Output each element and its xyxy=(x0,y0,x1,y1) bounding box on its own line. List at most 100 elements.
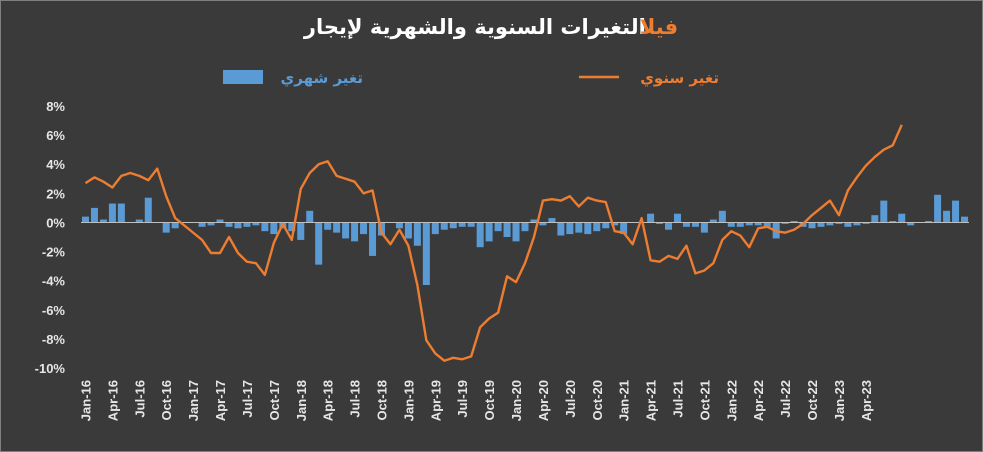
bar xyxy=(521,222,529,232)
bar xyxy=(144,197,152,223)
bar xyxy=(171,222,179,229)
x-tick-label: Jul-22 xyxy=(778,380,793,418)
bar xyxy=(503,222,511,237)
x-tick-label: Jan-23 xyxy=(832,380,847,421)
bar xyxy=(360,222,368,235)
x-tick-label: Jan-21 xyxy=(617,380,632,421)
bar xyxy=(413,222,421,246)
bar xyxy=(297,222,305,240)
bar xyxy=(512,222,520,242)
bar xyxy=(458,222,466,227)
bar xyxy=(557,222,565,236)
bar xyxy=(754,222,762,226)
bar xyxy=(647,213,655,223)
bar xyxy=(449,222,457,229)
x-tick-label: Apr-20 xyxy=(536,380,551,421)
x-tick-label: Oct-17 xyxy=(267,380,282,420)
bar xyxy=(709,219,717,223)
bar xyxy=(422,222,430,286)
x-tick-label: Jan-22 xyxy=(724,380,739,421)
bar xyxy=(162,222,170,233)
bar xyxy=(494,222,502,232)
chart-title-text: التغيرات السنوية والشهرية لإيجار xyxy=(303,15,646,39)
bar xyxy=(934,194,942,223)
bar xyxy=(333,222,341,233)
x-tick-label: Jan-20 xyxy=(509,380,524,421)
x-tick-label: Apr-23 xyxy=(859,380,874,421)
x-tick-label: Apr-21 xyxy=(644,380,659,421)
bar xyxy=(198,222,206,227)
bar xyxy=(611,222,619,226)
x-tick-label: Apr-19 xyxy=(428,380,443,421)
y-tick-label: -8% xyxy=(42,332,66,347)
x-tick-label: Jul-20 xyxy=(563,380,578,418)
bar xyxy=(99,219,107,223)
bar xyxy=(81,216,89,223)
x-axis: Jan-16 Apr-16 Jul-16 Oct-16 Jan-17 Apr-17 Jul-… xyxy=(78,380,873,421)
bar xyxy=(781,222,789,224)
bar xyxy=(727,222,735,227)
bar xyxy=(369,222,377,256)
bar xyxy=(324,222,332,230)
x-tick-label: Apr-18 xyxy=(321,380,336,421)
bar xyxy=(862,222,870,224)
y-tick-label: -2% xyxy=(42,245,66,260)
x-tick-label: Jul-19 xyxy=(455,380,470,418)
bar xyxy=(252,222,260,226)
bar xyxy=(584,222,592,235)
x-tick-label: Oct-20 xyxy=(590,380,605,420)
bar xyxy=(467,222,475,227)
bar xyxy=(763,222,771,227)
y-tick-label: 4% xyxy=(46,157,65,172)
bar xyxy=(270,222,278,235)
y-tick-label: -10% xyxy=(35,361,66,376)
x-tick-label: Jan-19 xyxy=(401,380,416,421)
bar xyxy=(602,222,610,229)
bar xyxy=(665,222,673,230)
bar xyxy=(871,215,879,223)
bar xyxy=(943,210,951,223)
bar xyxy=(790,220,798,223)
bar xyxy=(243,222,251,227)
y-tick-label: -4% xyxy=(42,274,66,289)
legend-bar-label: تغير شهري xyxy=(280,69,363,88)
bar xyxy=(745,222,753,226)
line-series xyxy=(84,124,903,362)
bar xyxy=(108,203,116,223)
bar xyxy=(835,222,843,224)
x-tick-label: Apr-22 xyxy=(751,380,766,421)
bar xyxy=(315,222,323,265)
bar xyxy=(306,210,314,223)
x-tick-label: Jul-21 xyxy=(670,380,685,418)
x-tick-label: Oct-19 xyxy=(482,380,497,420)
bar xyxy=(135,219,143,223)
y-tick-label: -6% xyxy=(42,303,66,318)
bar xyxy=(216,219,224,223)
y-axis: -10% -8% -6% -4% -2% 0% 2% 4% 6% 8% xyxy=(35,99,66,376)
bar xyxy=(575,222,583,233)
bar xyxy=(234,222,242,229)
y-tick-label: 8% xyxy=(46,99,65,114)
bar xyxy=(817,222,825,227)
bar xyxy=(342,222,350,239)
legend-line-label: تغير سنوي xyxy=(640,69,719,88)
bar xyxy=(593,222,601,232)
bar xyxy=(880,200,888,223)
chart-title-highlight: فيلا xyxy=(640,15,678,39)
y-tick-label: 0% xyxy=(46,215,65,230)
chart-title: فيلاالتغيرات السنوية والشهرية لإيجار xyxy=(303,15,678,39)
bar xyxy=(898,213,906,223)
bar xyxy=(952,200,960,223)
bar xyxy=(539,222,547,226)
bar xyxy=(117,203,125,223)
bar xyxy=(288,222,296,232)
bar xyxy=(548,218,556,223)
x-tick-label: Jan-16 xyxy=(78,380,93,421)
bar xyxy=(700,222,708,233)
y-tick-label: 6% xyxy=(46,128,65,143)
bar xyxy=(691,222,699,227)
bar xyxy=(853,222,861,226)
bar xyxy=(844,222,852,227)
